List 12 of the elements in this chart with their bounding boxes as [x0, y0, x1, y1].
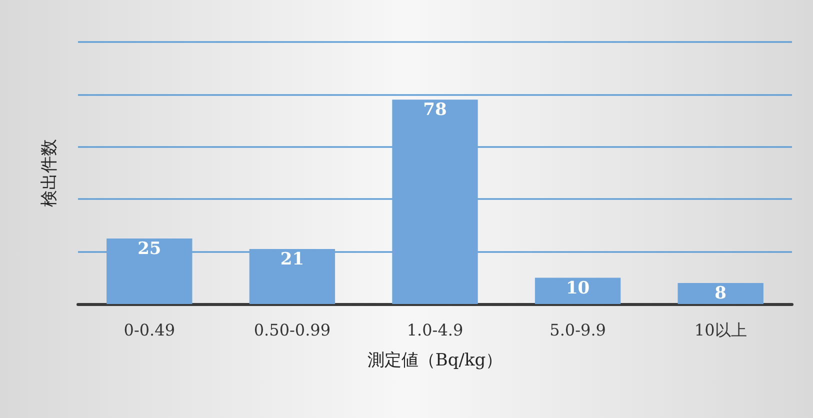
data-label: 10 [566, 278, 590, 298]
x-axis-title: 測定値（Bq/kg） [367, 350, 503, 370]
data-label: 21 [280, 249, 304, 270]
x-tick-label: 0.50-0.99 [254, 320, 331, 340]
y-axis-title: 検出件数 [40, 139, 60, 207]
x-tick-label: 0-0.49 [124, 320, 176, 340]
data-label: 25 [138, 239, 162, 259]
x-tick-label: 5.0-9.9 [550, 320, 606, 340]
x-tick-label: 1.0-4.9 [406, 320, 464, 340]
data-label: 8 [714, 284, 727, 304]
x-tick-label: 10以上 [694, 320, 747, 340]
data-label: 78 [423, 100, 447, 120]
